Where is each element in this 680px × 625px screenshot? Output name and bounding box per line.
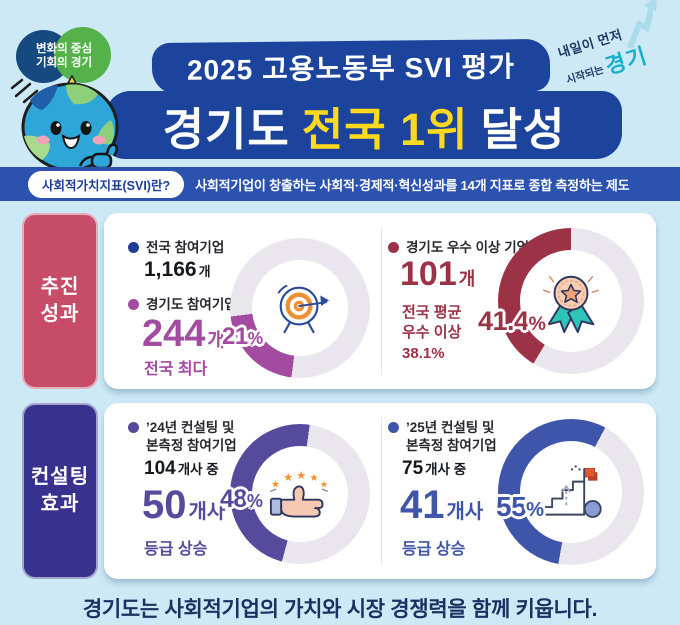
stat-consulting25-total: 75 개사 중 <box>402 459 466 478</box>
card-divider <box>381 227 382 375</box>
section-label-performance: 추진 성과 <box>22 213 98 389</box>
stat-value-number: 1,166 <box>144 258 197 281</box>
stat-label: 전국 참여기업 <box>146 240 225 255</box>
svg-text:★: ★ <box>309 473 318 484</box>
stat-value-unit: 개 <box>198 264 211 279</box>
stat-value-unit: 개사 <box>446 501 484 523</box>
stats-card-consulting: ’24년 컨설팅 및 본측정 참여기업 104 개사 중 50 개사 등급 상승 ★… <box>104 403 656 579</box>
percent-label-consulting-2024: 48% <box>220 485 263 513</box>
target-icon <box>230 238 370 378</box>
title-part2: 달성 <box>480 103 566 155</box>
donut-chart-consulting-2025 <box>498 419 644 565</box>
percent-label-consulting-2025: 55% <box>496 493 544 521</box>
title-main-bubble: 경기도 전국 1위 달성 <box>106 91 622 159</box>
badge-slogan-text: 변화의 중심 기회의 경기 <box>35 43 93 70</box>
donut-chart-participation <box>230 238 370 378</box>
percent-value: 41.4 <box>478 306 529 336</box>
stat-gyeonggi-participation-value: 244 개 <box>142 315 225 353</box>
definition-text: 사회적기업이 창출하는 사회적·경제적·혁신성과를 14개 지표로 종합 측정하… <box>195 177 630 193</box>
stat-excellence-label-row: 경기도 우수 이상 기업 <box>388 239 529 257</box>
stat-value-number: 41 <box>400 483 445 527</box>
stat-value-number: 50 <box>142 483 187 527</box>
upward-arrow-icon <box>627 0 657 49</box>
bullet-dot-blue <box>388 422 399 433</box>
percent-sign: % <box>526 499 544 521</box>
badge-circle-green <box>54 27 111 83</box>
stat-national-participation-value: 1,166 개 <box>144 259 211 280</box>
donut-chart-consulting-2024: ★ ★ ★ ★ ★ <box>230 424 370 564</box>
title-highlight: 전국 1위 <box>301 103 469 155</box>
stat-label: ’25년 컨설팅 및 본측정 참여기업 <box>406 420 497 454</box>
stat-note-nation-top: 전국 최다 <box>144 361 208 378</box>
stat-value-number: 101 <box>400 255 457 293</box>
bullet-dot-purple <box>128 299 139 310</box>
stat-value-unit: 개 <box>458 269 476 289</box>
stat-value-unit: 개 <box>207 330 225 351</box>
percent-sign: % <box>528 313 546 335</box>
donut-chart-excellence <box>498 228 644 374</box>
percent-value: 21 <box>222 323 248 350</box>
globe-mascot-icon <box>10 74 119 172</box>
bullet-dot-navy <box>128 242 139 253</box>
stats-card-performance: 전국 참여기업 1,166 개 경기도 참여기업 244 개 전국 최다 <box>104 213 656 389</box>
title-part1: 경기도 <box>162 103 290 155</box>
stat-value-unit: 개사 중 <box>425 462 467 477</box>
stat-consulting24-label-row: ’24년 컨설팅 및 본측정 참여기업 <box>128 419 237 455</box>
stat-value-number: 75 <box>402 458 424 479</box>
stat-consulting25-value: 41 개사 <box>400 485 483 525</box>
bullet-dot-indigo <box>128 422 139 433</box>
card-divider <box>381 417 382 565</box>
stat-value-number: 244 <box>142 313 206 355</box>
footer-slogan: 경기도는 사회적기업의 가치와 시장 경쟁력을 함께 키웁니다. <box>82 598 598 621</box>
percent-label-participation: 21% <box>222 325 263 349</box>
slogan-line2-prefix: 시작되는 <box>564 63 606 87</box>
svg-text:★: ★ <box>320 478 328 489</box>
svg-text:★: ★ <box>296 470 306 482</box>
stat-label: 경기도 우수 이상 기업 <box>406 240 530 255</box>
percent-value: 48 <box>220 485 247 513</box>
stat-note-average: 전국 평균 우수 이상 38.1% <box>402 304 462 362</box>
section-label-consulting: 컨설팅 효과 <box>22 403 98 579</box>
percent-sign: % <box>246 491 263 511</box>
stairs-flag-icon <box>498 419 644 565</box>
title-subtitle-bubble: 2025 고용노동부 SVI 평가 <box>151 38 551 96</box>
thumbs-up-icon: ★ ★ ★ ★ ★ <box>230 424 370 564</box>
stat-note-grade-up: 등급 상승 <box>402 541 466 558</box>
stat-excellence-value: 101 개 <box>400 257 475 291</box>
svg-text:★: ★ <box>271 479 280 490</box>
stat-consulting25-label-row: ’25년 컨설팅 및 본측정 참여기업 <box>388 419 497 455</box>
stat-note-grade-up: 등급 상승 <box>144 541 208 558</box>
bullet-dot-red <box>388 242 399 253</box>
stat-consulting24-total: 104 개사 중 <box>144 459 219 478</box>
svg-text:★: ★ <box>283 472 293 484</box>
title-line1: 2025 고용노동부 SVI 평가 <box>186 51 516 86</box>
stat-value-number: 104 <box>144 458 176 479</box>
stat-value-unit: 개사 <box>188 501 226 523</box>
stat-national-participation-label-row: 전국 참여기업 <box>128 239 224 257</box>
stat-label: 경기도 참여기업 <box>146 297 237 312</box>
percent-value: 55 <box>496 491 527 522</box>
stat-label: ’24년 컨설팅 및 본측정 참여기업 <box>146 420 237 454</box>
medal-icon <box>498 228 644 374</box>
stat-value-unit: 개사 중 <box>177 462 219 477</box>
definition-bar: 사회적가치지표(SVI)란? 사회적기업이 창출하는 사회적·경제적·혁신성과를… <box>0 167 680 201</box>
stat-gyeonggi-participation-label-row: 경기도 참여기업 <box>128 296 237 314</box>
stat-consulting24-value: 50 개사 <box>142 485 225 525</box>
percent-label-excellence: 41.4% <box>478 306 546 336</box>
gyeonggi-badge-logo: 변화의 중심 기회의 경기 <box>16 25 112 87</box>
percent-sign: % <box>247 328 263 348</box>
gyeonggi-slogan-logo: 내일이 먼저 시작되는 경기 <box>555 0 680 116</box>
definition-label-pill: 사회적가치지표(SVI)란? <box>28 170 185 198</box>
